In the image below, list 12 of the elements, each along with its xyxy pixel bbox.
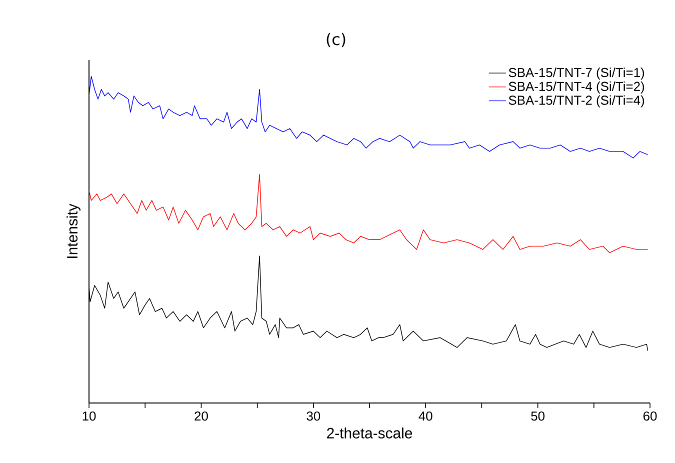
x-axis-title: 2-theta-scale	[327, 427, 412, 438]
legend-label: SBA-15/TNT-7 (Si/Ti=1)	[508, 68, 644, 80]
legend-label: SBA-15/TNT-4 (Si/Ti=2)	[508, 81, 644, 94]
x-tick-label: 20	[194, 411, 208, 421]
x-tick-label: 40	[418, 411, 432, 421]
x-tick-label: 50	[531, 411, 545, 421]
x-tick-label: 60	[643, 411, 657, 421]
text: (c)	[326, 32, 346, 48]
y-axis-title: Intensity	[66, 204, 80, 258]
x-tick-label: 10	[82, 411, 96, 421]
x-tick-label: 30	[306, 411, 320, 421]
legend-label: SBA-15/TNT-2 (Si/Ti=4)	[508, 95, 644, 108]
